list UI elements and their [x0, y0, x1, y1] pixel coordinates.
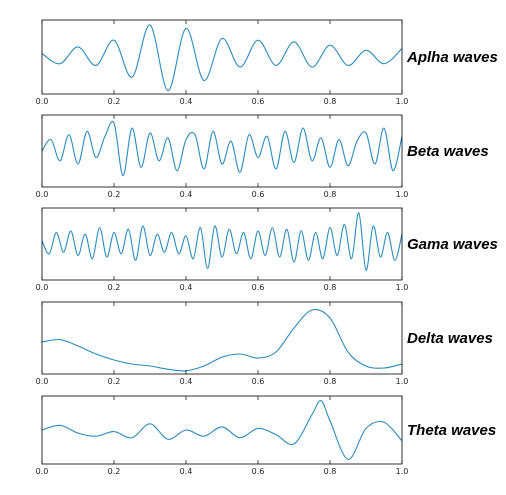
x-tick-label: 0.6 — [252, 467, 265, 476]
axes-frame — [41, 114, 403, 188]
x-tick-label: 0.4 — [180, 377, 193, 386]
x-tick-label: 1.0 — [396, 377, 409, 386]
x-tick-label: 1.0 — [396, 190, 409, 199]
x-tick-label: 0.0 — [36, 283, 49, 292]
x-tick-label: 0.2 — [108, 97, 121, 106]
x-tick-label: 0.8 — [324, 467, 337, 476]
x-tick-label: 0.0 — [36, 467, 49, 476]
wave-type-label: Gama waves — [407, 236, 498, 253]
x-tick-label: 0.6 — [252, 190, 265, 199]
x-tick-label: 0.8 — [324, 97, 337, 106]
wave-type-label: Beta waves — [407, 143, 489, 160]
x-tick-label: 0.6 — [252, 377, 265, 386]
axes-frame — [41, 19, 403, 95]
axes-frame — [41, 207, 403, 281]
wave-panel-3: 0.0 0.2 0.4 0.6 0.8 1.0 Gama waves — [36, 207, 498, 292]
x-tick-label: 0.4 — [180, 190, 193, 199]
x-tick-label: 0.4 — [180, 97, 193, 106]
wave-line — [42, 309, 402, 372]
x-tick-label: 0.2 — [108, 377, 121, 386]
wave-panel-5: 0.0 0.2 0.4 0.6 0.8 1.0 Theta waves — [36, 395, 496, 476]
wave-panel-4: 0.0 0.2 0.4 0.6 0.8 1.0 Delta waves — [36, 301, 493, 386]
wave-type-label: Aplha waves — [406, 49, 498, 66]
wave-line — [42, 121, 402, 177]
x-tick-label: 0.0 — [36, 97, 49, 106]
wave-line — [42, 400, 402, 460]
x-tick-label: 0.2 — [108, 467, 121, 476]
wave-panel-1: 0.0 0.2 0.4 0.6 0.8 1.0 Aplha waves — [36, 19, 498, 106]
wave-type-label: Delta waves — [407, 330, 493, 347]
x-tick-label: 0.2 — [108, 190, 121, 199]
x-tick-label: 0.0 — [36, 377, 49, 386]
wave-line — [42, 24, 402, 92]
wave-type-label: Theta waves — [407, 422, 496, 439]
x-tick-label: 0.0 — [36, 190, 49, 199]
x-tick-label: 0.6 — [252, 97, 265, 106]
axes-frame — [41, 395, 403, 465]
x-tick-label: 1.0 — [396, 97, 409, 106]
x-tick-label: 0.6 — [252, 283, 265, 292]
wave-line — [42, 212, 402, 271]
x-tick-label: 1.0 — [396, 467, 409, 476]
x-tick-label: 0.8 — [324, 190, 337, 199]
x-tick-label: 0.4 — [180, 467, 193, 476]
x-tick-label: 1.0 — [396, 283, 409, 292]
wave-panel-2: 0.0 0.2 0.4 0.6 0.8 1.0 Beta waves — [36, 114, 489, 199]
x-tick-label: 0.4 — [180, 283, 193, 292]
x-tick-label: 0.8 — [324, 377, 337, 386]
x-tick-label: 0.2 — [108, 283, 121, 292]
axes-frame — [41, 301, 403, 375]
x-tick-label: 0.8 — [324, 283, 337, 292]
